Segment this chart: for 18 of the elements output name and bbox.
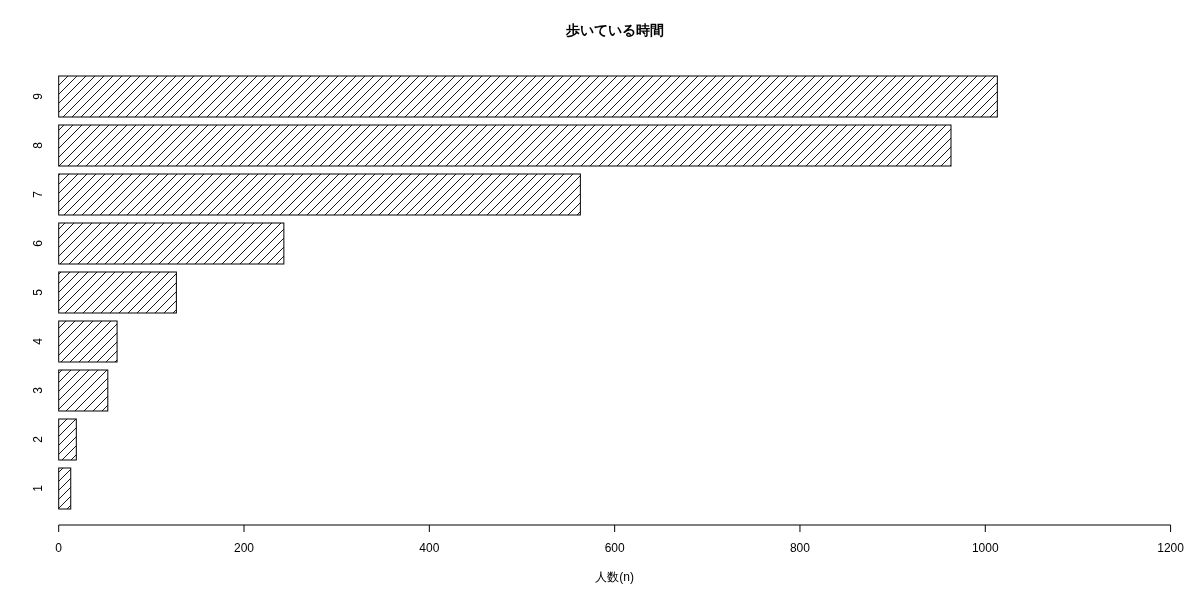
chart-title: 歩いている時間 [564, 22, 664, 38]
x-tick-label: 400 [419, 541, 440, 555]
y-tick-label: 9 [31, 92, 45, 100]
x-tick-label: 0 [55, 541, 63, 555]
y-tick-label: 4 [31, 337, 45, 345]
x-tick-label: 800 [789, 541, 811, 555]
y-tick-label: 2 [31, 435, 45, 443]
y-tick-label: 8 [31, 141, 45, 149]
y-tick-label: 6 [31, 239, 45, 247]
x-tick-label: 1200 [1157, 541, 1185, 555]
x-axis-title: 人数(n) [595, 570, 634, 584]
y-tick-label: 5 [31, 288, 45, 296]
y-tick-label: 1 [31, 484, 45, 492]
y-tick-label: 7 [31, 190, 45, 198]
x-tick-label: 600 [604, 541, 625, 555]
x-tick-label: 1000 [971, 541, 999, 555]
y-tick-label: 3 [31, 386, 45, 394]
x-tick-label: 200 [234, 541, 255, 555]
